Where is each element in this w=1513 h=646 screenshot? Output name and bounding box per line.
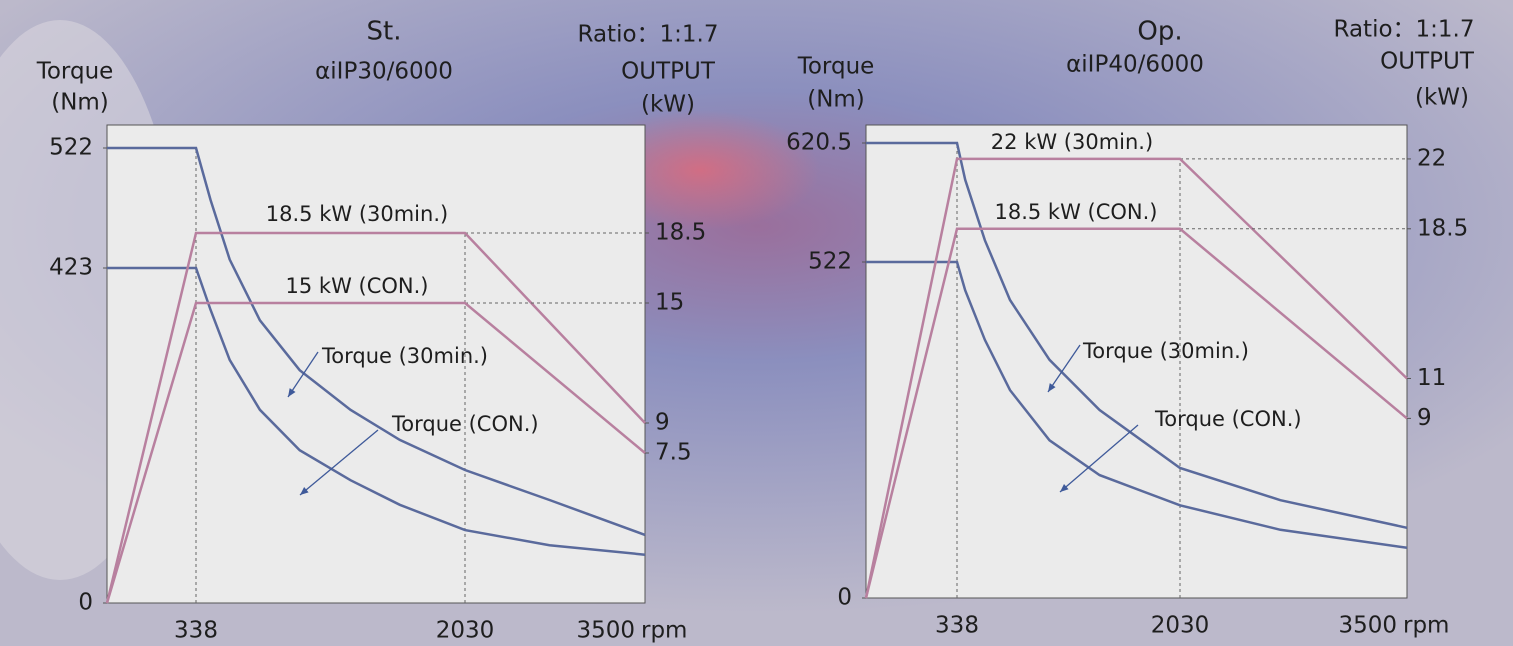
label-arrowhead	[288, 388, 296, 397]
x-tick-label: 338	[174, 618, 218, 644]
y2-tick-label: 18.5	[1417, 215, 1468, 241]
x-tick-label: 3500	[576, 618, 635, 644]
x-tick-label: 3500	[1338, 613, 1397, 639]
y2-axis-label: OUTPUT	[1380, 49, 1475, 75]
plot-area	[106, 124, 646, 604]
y-axis-label: Torque	[797, 54, 875, 80]
y2-tick-label: 7.5	[655, 440, 692, 466]
series-label: Torque (CON.)	[1154, 407, 1302, 431]
label-arrowhead	[1060, 483, 1069, 492]
torque-line	[866, 260, 1408, 550]
chart-subtitle: αiIP40/6000	[1066, 52, 1204, 78]
y-tick-label: 423	[49, 255, 93, 281]
series-label: Torque (CON.)	[391, 412, 539, 436]
y2-tick-label: 9	[655, 410, 670, 436]
chart-title: St.	[367, 17, 402, 47]
output-line	[105, 231, 646, 604]
y-tick-label: 0	[837, 585, 852, 611]
y2-axis-label: (kW)	[641, 92, 695, 118]
series-label: Torque (30min.)	[321, 344, 488, 368]
label-arrow	[1059, 424, 1139, 493]
y-tick-label: 620.5	[786, 130, 852, 156]
y-axis-label: (Nm)	[807, 87, 865, 113]
y2-axis-label: (kW)	[1415, 85, 1469, 111]
y2-tick-label: 15	[655, 290, 684, 316]
output-line	[864, 227, 1408, 599]
chart-subtitle: αiIP30/6000	[315, 59, 453, 85]
chart-title: Op.	[1137, 17, 1182, 47]
label-arrowhead	[300, 487, 309, 495]
label-arrow	[299, 429, 379, 496]
y-tick-label: 0	[78, 590, 93, 616]
y-tick-label: 522	[49, 135, 93, 161]
y2-tick-label: 9	[1417, 405, 1432, 431]
torque-line	[107, 266, 646, 556]
torque-line	[107, 146, 646, 537]
y2-tick-label: 22	[1417, 145, 1446, 171]
output-line	[105, 301, 646, 604]
y2-axis-label: OUTPUT	[621, 59, 716, 85]
series-label: Torque (30min.)	[1082, 339, 1249, 363]
label-arrowhead	[1048, 383, 1056, 392]
x-tick-label: 2030	[436, 618, 495, 644]
x-tick-label: 338	[935, 613, 979, 639]
x-axis-label: rpm	[1403, 613, 1449, 639]
label-arrow	[287, 351, 319, 398]
x-tick-label: 2030	[1151, 613, 1210, 639]
series-label: 15 kW (CON.)	[286, 274, 429, 298]
series-label: 18.5 kW (CON.)	[995, 200, 1158, 224]
y2-tick-label: 11	[1417, 365, 1446, 391]
torque-line	[866, 141, 1408, 530]
y-axis-label: Torque	[36, 59, 114, 85]
series-label: 22 kW (30min.)	[991, 130, 1153, 154]
y2-tick-label: 18.5	[655, 220, 706, 246]
series-label: 18.5 kW (30min.)	[266, 202, 448, 226]
x-axis-label: rpm	[641, 618, 687, 644]
y-tick-label: 522	[808, 249, 852, 275]
y-axis-label: (Nm)	[51, 90, 109, 116]
label-arrow	[1047, 344, 1081, 393]
output-line	[864, 157, 1408, 599]
plot-area	[865, 124, 1408, 599]
ratio-annotation: Ratio：1:1.7	[1333, 17, 1474, 43]
ratio-annotation: Ratio：1:1.7	[577, 22, 718, 48]
